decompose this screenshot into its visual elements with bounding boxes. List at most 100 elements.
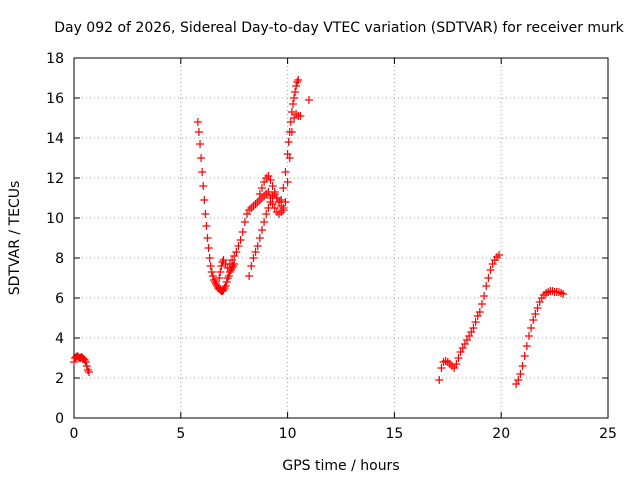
data-point [454, 354, 463, 362]
data-point [249, 202, 258, 210]
data-point [304, 96, 313, 104]
data-point [260, 178, 269, 186]
data-point [557, 289, 566, 297]
data-point [249, 254, 258, 262]
data-point [204, 244, 213, 252]
data-point [531, 310, 540, 318]
data-point [443, 358, 452, 366]
data-point [219, 256, 228, 264]
data-point [495, 251, 504, 259]
data-point [518, 362, 527, 370]
series-arc-1 [70, 352, 93, 376]
data-point [217, 262, 226, 270]
data-point [488, 260, 497, 268]
data-point [197, 154, 206, 162]
data-point [193, 118, 202, 126]
data-point [251, 248, 260, 256]
data-point [292, 110, 301, 118]
data-point [196, 140, 205, 148]
data-point [247, 204, 256, 212]
data-point [255, 190, 264, 198]
data-point [279, 184, 288, 192]
data-point [240, 218, 249, 226]
plot-frame [73, 57, 609, 419]
y-tick-label: 16 [46, 91, 64, 107]
series-arc-4 [435, 251, 504, 384]
data-point [260, 192, 269, 200]
data-point [527, 324, 536, 332]
data-point [272, 194, 281, 202]
series-arc-3-branch [255, 96, 313, 214]
data-point [247, 262, 256, 270]
series-arc-2-mid [215, 188, 288, 282]
data-point [236, 236, 245, 244]
y-tick-label: 8 [55, 251, 64, 267]
data-point [268, 200, 277, 208]
data-point [524, 332, 533, 340]
data-point [260, 218, 269, 226]
data-point [253, 198, 262, 206]
x-tick-label: 15 [385, 426, 403, 442]
data-point [206, 262, 215, 270]
data-point [275, 210, 284, 218]
data-point [512, 380, 521, 388]
data-point [262, 174, 271, 182]
data-point [253, 242, 262, 250]
data-point [200, 196, 209, 204]
data-point [266, 198, 275, 206]
x-tick-label: 5 [176, 426, 185, 442]
data-point [516, 370, 525, 378]
data-point [520, 352, 529, 360]
data-point [480, 292, 489, 300]
y-axis-label: SDTVAR / TECUs [7, 181, 23, 296]
data-point [285, 154, 294, 162]
data-point [243, 210, 252, 218]
data-point [82, 362, 91, 370]
data-point [284, 138, 293, 146]
y-tick-label: 18 [46, 51, 64, 67]
data-point [465, 332, 474, 340]
data-point [296, 112, 305, 120]
data-point [257, 226, 266, 234]
data-point [202, 222, 211, 230]
data-point [467, 328, 476, 336]
series-arc-2-descending [193, 118, 239, 295]
data-point [268, 182, 277, 190]
y-tick-label: 14 [46, 131, 64, 147]
data-point [514, 376, 523, 384]
data-point [220, 284, 229, 292]
data-points [70, 76, 568, 388]
grid-lines [74, 58, 608, 418]
data-point [281, 198, 290, 206]
data-point [283, 178, 292, 186]
data-point [84, 368, 93, 376]
data-point [287, 108, 296, 116]
axis-ticks: 0 5 10 15 20 25 0 2 4 6 8 10 12 14 16 18 [46, 51, 617, 442]
data-point [216, 268, 225, 276]
data-point [257, 194, 266, 202]
data-point [437, 364, 446, 372]
x-tick-label: 25 [599, 426, 617, 442]
data-point [222, 278, 231, 286]
data-point [458, 344, 467, 352]
data-point [529, 316, 538, 324]
data-point [207, 268, 216, 276]
data-point [251, 200, 260, 208]
data-point [223, 274, 232, 282]
data-point [268, 192, 277, 200]
data-point [70, 358, 78, 366]
data-point [293, 78, 302, 86]
data-point [484, 274, 493, 282]
data-point [232, 248, 241, 256]
data-point [486, 266, 495, 274]
data-point [234, 242, 243, 250]
data-point [245, 272, 254, 280]
data-point [554, 288, 563, 296]
y-tick-label: 2 [55, 371, 64, 387]
data-point [287, 128, 296, 136]
data-point [279, 206, 288, 214]
data-point [264, 172, 273, 180]
data-point [255, 234, 264, 242]
data-point [198, 168, 207, 176]
data-point [473, 312, 482, 320]
